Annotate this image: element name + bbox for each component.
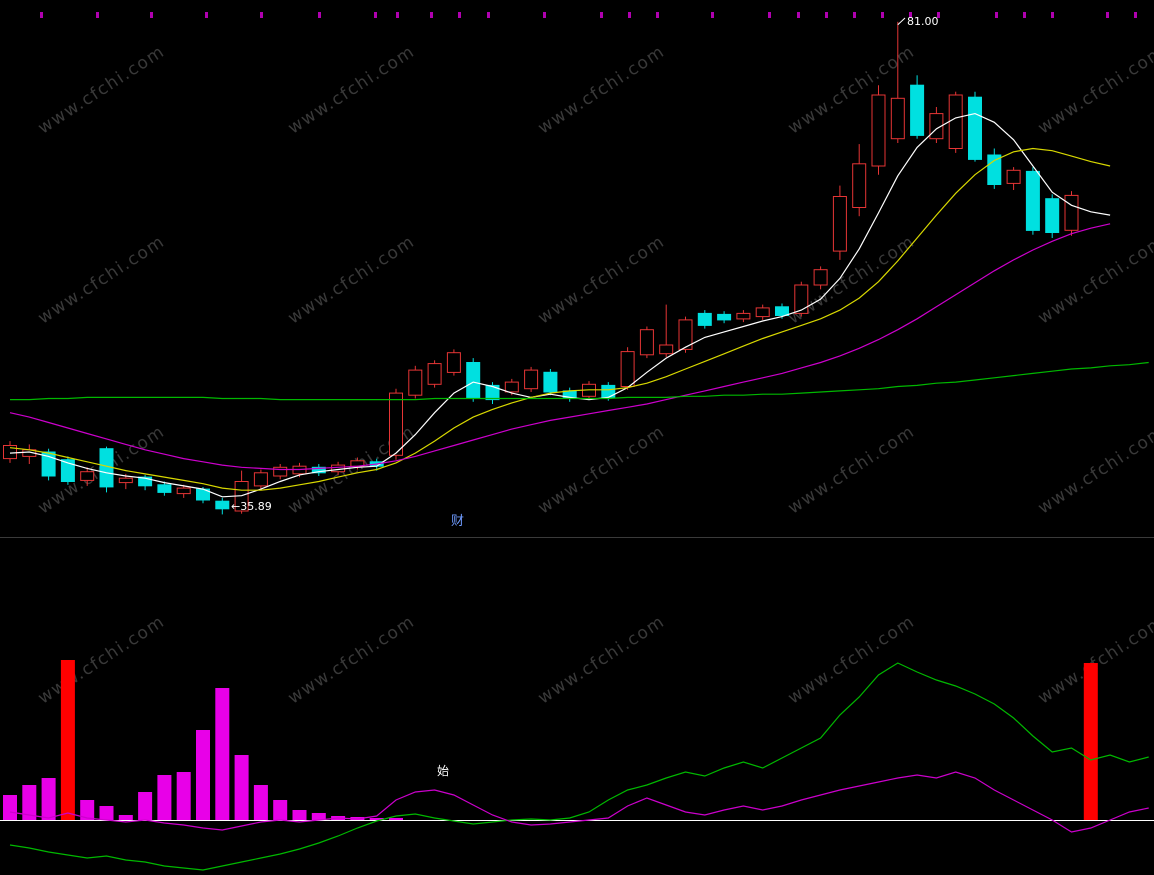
low-price-label: ←35.89 bbox=[231, 500, 272, 513]
start-signal-label: 始 bbox=[437, 764, 450, 778]
high-price-label: 81.00 bbox=[907, 15, 939, 28]
cai-label: 财 bbox=[451, 514, 465, 529]
